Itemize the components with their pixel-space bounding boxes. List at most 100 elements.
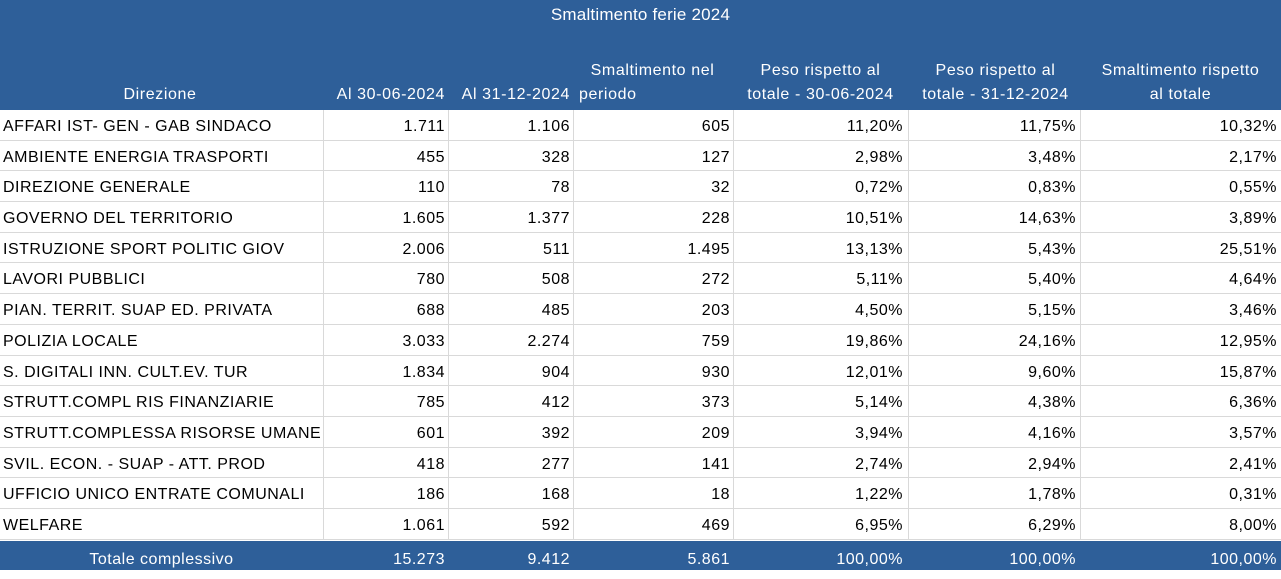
value-peso-30-06: 11,20%: [846, 118, 903, 135]
value-smaltimento-periodo: 228: [701, 210, 730, 228]
value-peso-30-06: 13,13%: [845, 240, 903, 258]
value-al-30-06: 110: [417, 179, 445, 197]
value-peso-30-06: 5,14%: [855, 394, 903, 412]
value-smaltimento-periodo: 18: [711, 486, 730, 504]
value-smaltimento-periodo: 373: [701, 394, 730, 412]
direzione-label: SVIL. ECON. - SUAP - ATT. PROD: [3, 455, 266, 473]
table-row: AMBIENTE ENERGIA TRASPORTI 455 328 127 2,98%…: [0, 141, 1281, 172]
value-peso-31-12: 24,16%: [1018, 332, 1076, 350]
column-header-peso-30-06: Peso rispetto al totale - 30-06-2024: [733, 59, 908, 107]
table-title: Smaltimento ferie 2024: [550, 5, 731, 24]
value-peso-31-12: 5,40%: [1028, 271, 1076, 289]
direzione-label: AFFARI IST- GEN - GAB SINDACO: [3, 118, 272, 135]
value-peso-31-12: 5,15%: [1028, 302, 1076, 320]
value-peso-31-12: 5,43%: [1028, 240, 1076, 258]
table-row: PIAN. TERRIT. SUAP ED. PRIVATA 688 485 203 4…: [0, 294, 1281, 325]
value-al-30-06: 186: [416, 486, 445, 504]
value-smaltimento-totale: 10,32%: [1219, 118, 1277, 135]
value-smaltimento-totale: 4,64%: [1229, 271, 1277, 289]
value-peso-30-06: 10,51%: [845, 210, 903, 228]
value-peso-31-12: 4,38%: [1028, 394, 1076, 412]
column-header-line-1: Smaltimento nel: [590, 62, 715, 79]
value-al-30-06: 3.033: [402, 332, 445, 350]
total-value-al-30-06: 15.273: [393, 551, 445, 568]
value-al-31-12: 1.106: [527, 118, 570, 135]
column-header-line-2: totale - 31-12-2024: [922, 86, 1069, 103]
value-peso-30-06: 3,94%: [855, 424, 903, 442]
table-row: S. DIGITALI INN. CULT.EV. TUR 1.834 904 930…: [0, 356, 1281, 387]
value-al-31-12: 328: [541, 148, 570, 166]
value-al-31-12: 78: [551, 179, 570, 197]
value-al-30-06: 601: [416, 424, 445, 442]
value-al-30-06: 785: [416, 394, 445, 412]
value-peso-31-12: 6,29%: [1028, 516, 1076, 534]
value-peso-30-06: 4,50%: [855, 302, 903, 320]
value-al-30-06: 418: [416, 455, 445, 473]
column-header-direzione: Direzione: [123, 86, 197, 103]
value-peso-30-06: 0,72%: [855, 179, 903, 197]
value-smaltimento-periodo: 605: [701, 118, 730, 135]
total-value-al-31-12: 9.412: [527, 551, 570, 568]
table-row: ISTRUZIONE SPORT POLITIC GIOV 2.006 511 1.4…: [0, 233, 1281, 264]
direzione-label: AMBIENTE ENERGIA TRASPORTI: [3, 148, 269, 166]
table-row: GOVERNO DEL TERRITORIO 1.605 1.377 228 10,51…: [0, 202, 1281, 233]
value-al-31-12: 592: [541, 516, 570, 534]
value-smaltimento-totale: 0,31%: [1229, 486, 1277, 504]
direzione-label: UFFICIO UNICO ENTRATE COMUNALI: [3, 486, 305, 504]
value-smaltimento-periodo: 272: [701, 271, 730, 289]
value-smaltimento-totale: 12,95%: [1219, 332, 1277, 350]
value-peso-30-06: 1,22%: [855, 486, 903, 504]
value-al-30-06: 1.711: [403, 118, 445, 135]
column-divider: [323, 110, 324, 540]
value-al-30-06: 1.061: [402, 516, 445, 534]
table-body: AFFARI IST- GEN - GAB SINDACO 1.711 1.106 6…: [0, 110, 1281, 540]
table-row: STRUTT.COMPLESSA RISORSE UMANE 601 392 209 3…: [0, 417, 1281, 448]
total-value-peso-30-06: 100,00%: [836, 551, 903, 568]
direzione-label: DIREZIONE GENERALE: [3, 179, 191, 197]
column-header-line-2: al totale: [1149, 86, 1212, 103]
value-peso-31-12: 3,48%: [1028, 148, 1076, 166]
value-smaltimento-totale: 3,46%: [1229, 302, 1277, 320]
value-al-31-12: 412: [541, 394, 570, 412]
direzione-label: LAVORI PUBBLICI: [3, 271, 146, 289]
value-smaltimento-totale: 3,57%: [1229, 424, 1277, 442]
total-value-smaltimento-totale: 100,00%: [1210, 551, 1277, 568]
column-divider: [448, 110, 449, 540]
value-smaltimento-periodo: 209: [701, 424, 730, 442]
column-header-line-1: Peso rispetto al: [760, 62, 881, 79]
value-smaltimento-periodo: 141: [701, 455, 730, 473]
direzione-label: WELFARE: [3, 516, 83, 534]
table-row: DIREZIONE GENERALE 110 78 32 0,72% 0,83% 0,55%: [0, 171, 1281, 203]
direzione-label: POLIZIA LOCALE: [3, 332, 139, 350]
value-al-31-12: 2.274: [527, 332, 570, 350]
value-al-30-06: 1.605: [402, 210, 445, 228]
direzione-label: GOVERNO DEL TERRITORIO: [3, 210, 234, 228]
column-divider: [908, 110, 909, 540]
direzione-label: PIAN. TERRIT. SUAP ED. PRIVATA: [3, 302, 273, 320]
column-header-line-2: periodo: [579, 86, 637, 103]
value-al-30-06: 780: [416, 271, 445, 289]
value-peso-30-06: 5,11%: [856, 271, 903, 289]
column-header-smaltimento-periodo: Smaltimento nel periodo: [575, 59, 730, 107]
value-al-31-12: 1.377: [527, 210, 570, 228]
column-header-al-31-12-2024: Al 31-12-2024: [448, 83, 570, 107]
total-row: Totale complessivo 15.273 9.412 5.861 100,00…: [0, 541, 1281, 570]
table-row: POLIZIA LOCALE 3.033 2.274 759 19,86% 24,16% 1…: [0, 325, 1281, 356]
value-al-30-06: 455: [416, 148, 445, 166]
column-header-line-1: Peso rispetto al: [935, 62, 1056, 79]
value-al-31-12: 277: [541, 455, 570, 473]
column-header-peso-31-12: Peso rispetto al totale - 31-12-2024: [908, 59, 1083, 107]
value-peso-30-06: 12,01%: [845, 363, 903, 381]
total-label: Totale complessivo: [89, 551, 234, 568]
column-header-line-1: Smaltimento rispetto: [1101, 62, 1260, 79]
total-value-smaltimento-periodo: 5.861: [687, 551, 730, 568]
column-divider: [1080, 110, 1081, 540]
value-smaltimento-periodo: 759: [701, 332, 730, 350]
value-smaltimento-totale: 2,17%: [1229, 148, 1277, 166]
value-smaltimento-periodo: 930: [701, 363, 730, 381]
value-al-31-12: 392: [541, 424, 570, 442]
direzione-label: S. DIGITALI INN. CULT.EV. TUR: [3, 363, 249, 381]
column-header-label: Al 31-12-2024: [461, 86, 570, 103]
value-smaltimento-periodo: 32: [711, 179, 730, 197]
